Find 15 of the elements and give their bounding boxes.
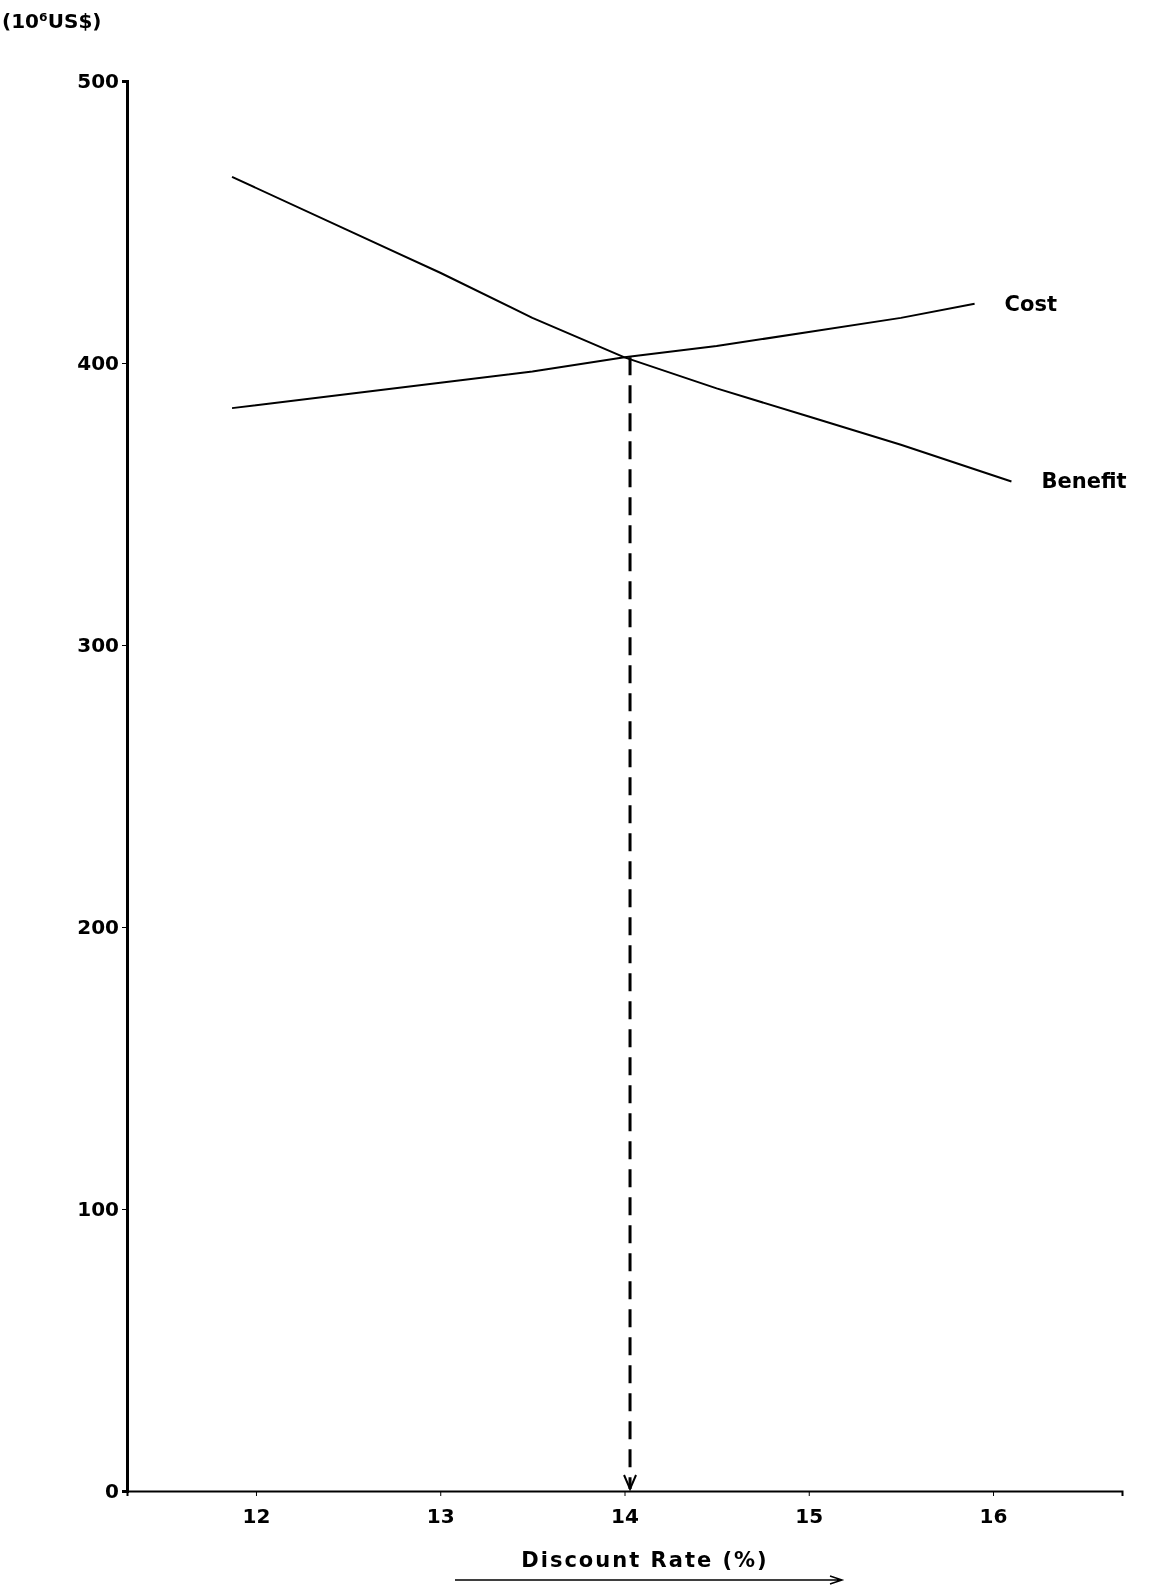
- y-tick-label: 500: [77, 68, 119, 93]
- series-label: Benefit: [1041, 469, 1127, 494]
- x-axis-title: Discount Rate (%): [521, 1548, 769, 1572]
- y-tick-label: 200: [77, 914, 119, 939]
- x-tick-label: 15: [795, 1504, 824, 1528]
- x-tick-label: 13: [426, 1504, 455, 1528]
- x-tick-label: 14: [611, 1504, 639, 1528]
- y-axis-title: (10⁶US$): [2, 9, 102, 33]
- x-tick-label: 12: [242, 1504, 271, 1528]
- y-tick-label: 100: [77, 1196, 119, 1221]
- y-tick-label: 300: [77, 632, 119, 657]
- y-tick-label: 400: [77, 350, 119, 375]
- series-label: Cost: [1004, 291, 1057, 316]
- y-tick-label: 0: [105, 1478, 119, 1503]
- x-tick-label: 16: [979, 1504, 1008, 1528]
